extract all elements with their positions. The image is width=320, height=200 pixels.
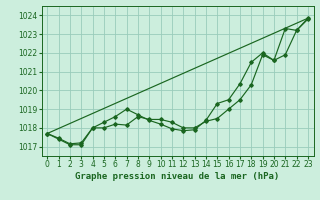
X-axis label: Graphe pression niveau de la mer (hPa): Graphe pression niveau de la mer (hPa): [76, 172, 280, 181]
